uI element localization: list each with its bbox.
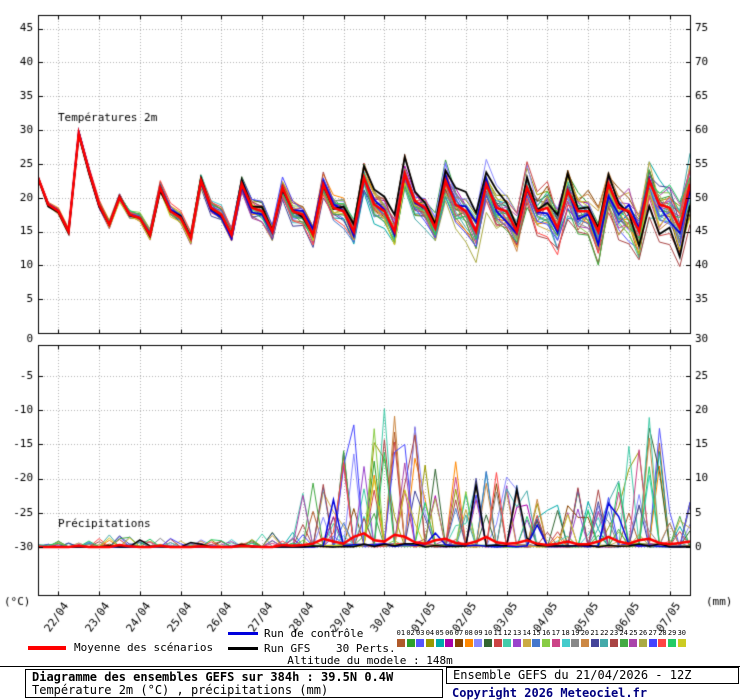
perturbation-07: 07: [454, 629, 464, 647]
perturbation-25: 25: [629, 629, 639, 647]
footer-bar: Diagramme des ensembles GEFS sur 384h : …: [0, 666, 740, 700]
perturbation-14: 14: [522, 629, 532, 647]
perturbation-06: 06: [444, 629, 454, 647]
perturbation-01: 01: [396, 629, 406, 647]
perturbation-20: 20: [580, 629, 590, 647]
perturbation-15: 15: [532, 629, 542, 647]
gfs-line-swatch: [228, 647, 258, 650]
perturbation-03: 03: [415, 629, 425, 647]
perturbation-16: 16: [541, 629, 551, 647]
perturbation-19: 19: [570, 629, 580, 647]
perturbation-11: 11: [493, 629, 503, 647]
perturbation-30: 30: [677, 629, 687, 647]
perturbation-21: 21: [590, 629, 600, 647]
perturbation-05: 05: [435, 629, 445, 647]
perturbation-24: 24: [619, 629, 629, 647]
perturbation-02: 02: [406, 629, 416, 647]
diagram-subtitle: Température 2m (°C) , précipitations (mm…: [32, 683, 329, 697]
control-line-swatch: [228, 632, 258, 635]
perturbation-26: 26: [638, 629, 648, 647]
perturbation-29: 29: [667, 629, 677, 647]
run-info-box: Ensemble GEFS du 21/04/2026 - 12Z: [446, 667, 739, 684]
perturbation-28: 28: [658, 629, 668, 647]
perturbation-23: 23: [609, 629, 619, 647]
perturbation-22: 22: [599, 629, 609, 647]
legend-mean-label: Moyenne des scénarios: [74, 641, 214, 654]
diagram-title: Diagramme des ensembles GEFS sur 384h : …: [32, 670, 394, 684]
perturbation-09: 09: [474, 629, 484, 647]
legend-perts-label: 30 Perts.: [336, 642, 396, 655]
perturbation-17: 17: [551, 629, 561, 647]
mean-line-swatch: [28, 646, 66, 650]
perturbation-04: 04: [425, 629, 435, 647]
model-altitude-label: Altitude du modele : 148m: [287, 654, 453, 667]
perturbation-10: 10: [483, 629, 493, 647]
perturbation-legend: 01 02 03 04 05 06 07 08 09 10 11 12 13 14 15 16 17 18 19 20…: [396, 629, 687, 647]
footer-title-box: Diagramme des ensembles GEFS sur 384h : …: [25, 669, 443, 698]
perturbation-18: 18: [561, 629, 571, 647]
ensemble-chart-canvas: [0, 0, 740, 634]
perturbation-08: 08: [464, 629, 474, 647]
legend-gfs-label: Run GFS: [264, 642, 311, 655]
copyright-label: Copyright 2026 Meteociel.fr: [452, 686, 648, 700]
legend-control-label: Run de contrôle: [264, 627, 364, 640]
perturbation-13: 13: [512, 629, 522, 647]
perturbation-27: 27: [648, 629, 658, 647]
perturbation-12: 12: [503, 629, 513, 647]
